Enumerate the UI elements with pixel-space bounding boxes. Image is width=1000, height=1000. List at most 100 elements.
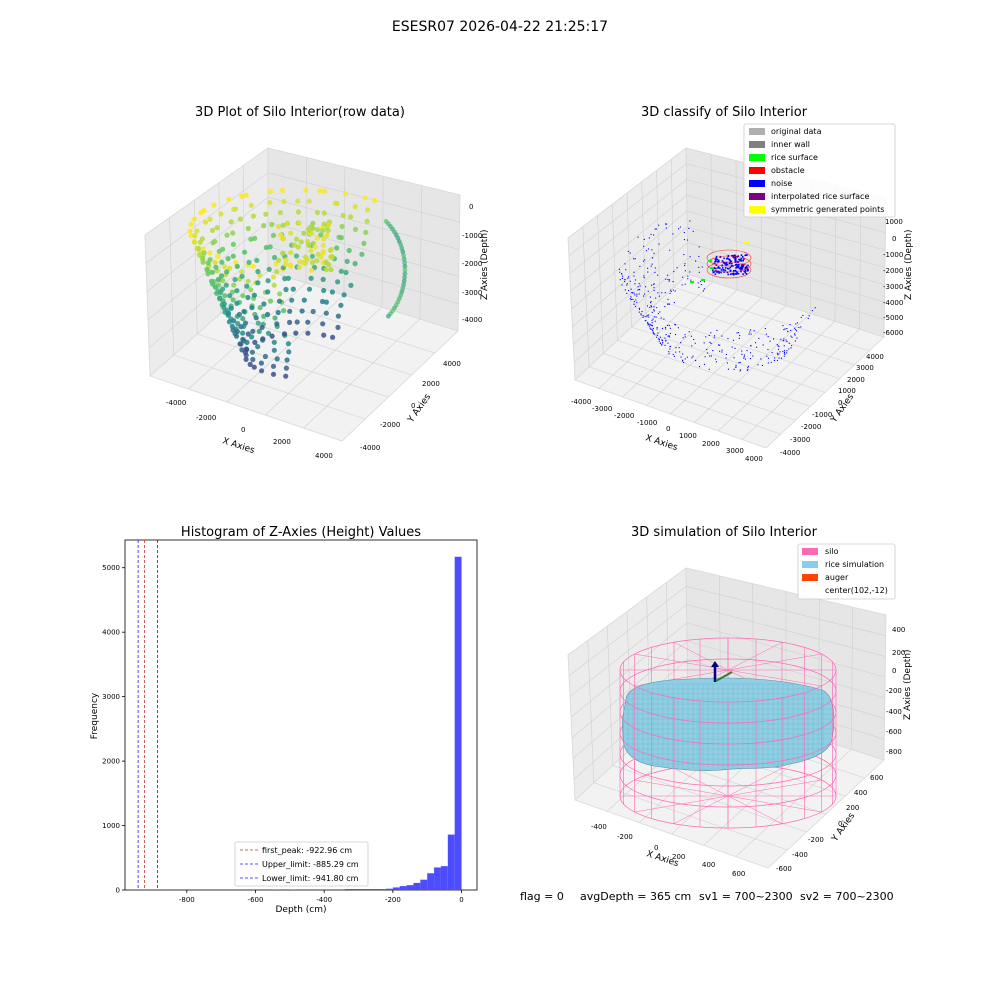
scatter-point bbox=[314, 258, 320, 264]
raw-3d-z-ticks: 0 -1000 -2000 -3000 -4000 bbox=[462, 203, 482, 324]
noise-point bbox=[670, 289, 672, 291]
noise-point bbox=[631, 292, 633, 294]
rice-surface-point bbox=[701, 279, 705, 281]
silo-wireframe-front bbox=[619, 669, 837, 829]
noise-point bbox=[703, 288, 705, 290]
scatter-point bbox=[242, 249, 248, 255]
noise-point bbox=[773, 360, 775, 362]
noise-point bbox=[720, 269, 723, 271]
noise-point bbox=[729, 270, 732, 272]
legend-label-noise: noise bbox=[771, 179, 792, 188]
noise-point bbox=[645, 286, 647, 288]
noise-point bbox=[668, 303, 670, 305]
scatter-point bbox=[306, 242, 312, 248]
noise-point bbox=[747, 368, 749, 370]
simulation-3d-x-tick: -200 bbox=[617, 833, 633, 841]
noise-point bbox=[643, 260, 645, 262]
noise-point bbox=[658, 243, 660, 245]
scatter-point bbox=[284, 357, 290, 363]
noise-point bbox=[713, 267, 715, 269]
noise-point bbox=[649, 327, 651, 329]
noise-point bbox=[734, 254, 736, 257]
noise-point bbox=[670, 290, 672, 292]
scatter-point bbox=[325, 222, 332, 228]
scatter-point bbox=[232, 206, 239, 212]
scatter-point bbox=[243, 192, 249, 198]
noise-point bbox=[619, 279, 621, 281]
noise-point bbox=[731, 262, 733, 265]
noise-point bbox=[794, 340, 796, 342]
simulation-3d-y-label: Y Axies bbox=[830, 811, 858, 844]
classify-3d-z-tick: 1000 bbox=[885, 218, 903, 226]
noise-point bbox=[648, 325, 650, 327]
scatter-point bbox=[330, 334, 336, 340]
noise-point bbox=[734, 261, 737, 263]
noise-point bbox=[740, 258, 743, 260]
noise-point bbox=[796, 330, 798, 332]
noise-point bbox=[739, 266, 742, 269]
noise-point bbox=[646, 316, 648, 318]
silo-bottom-spoke bbox=[727, 768, 783, 797]
noise-point bbox=[734, 257, 736, 259]
noise-point bbox=[679, 351, 681, 353]
scatter-point bbox=[344, 258, 350, 264]
scatter-point bbox=[201, 250, 207, 256]
noise-point bbox=[629, 280, 631, 282]
noise-point bbox=[661, 343, 663, 345]
noise-point bbox=[770, 361, 772, 363]
noise-point bbox=[788, 348, 790, 350]
classify-3d-y-tick: 2000 bbox=[847, 376, 865, 384]
noise-point bbox=[626, 292, 628, 294]
noise-point bbox=[653, 287, 655, 289]
legend-label-center: center(102,-12) bbox=[825, 586, 888, 595]
scatter-point bbox=[274, 356, 280, 362]
scatter-point bbox=[329, 254, 335, 260]
histogram-x-tick: -400 bbox=[316, 896, 332, 904]
noise-point bbox=[684, 283, 686, 285]
noise-point bbox=[736, 266, 738, 269]
noise-point bbox=[796, 322, 798, 324]
noise-point bbox=[674, 290, 676, 292]
scatter-point bbox=[213, 264, 219, 270]
gridline bbox=[243, 165, 245, 293]
scatter-point bbox=[293, 253, 300, 259]
noise-point bbox=[718, 344, 720, 346]
noise-point bbox=[632, 292, 634, 294]
noise-point bbox=[659, 311, 661, 313]
noise-point bbox=[715, 361, 717, 363]
noise-point bbox=[652, 330, 654, 332]
noise-point bbox=[728, 258, 731, 261]
simulation-3d-z-ticks: 400 200 0 -200 -400 -600 -800 bbox=[886, 626, 905, 756]
noise-point bbox=[704, 356, 706, 358]
classify-3d-legend-frame bbox=[743, 123, 896, 218]
noise-point bbox=[669, 292, 671, 294]
noise-point bbox=[707, 352, 709, 354]
noise-point bbox=[655, 228, 657, 230]
noise-point bbox=[646, 314, 648, 316]
noise-point bbox=[628, 290, 630, 292]
simulation-3d-z-tick: -200 bbox=[886, 687, 902, 695]
scatter-point bbox=[305, 319, 311, 325]
silo-top-spoke bbox=[727, 669, 822, 687]
noise-point bbox=[721, 264, 723, 267]
scatter-point bbox=[320, 228, 326, 234]
noise-point bbox=[653, 310, 655, 312]
raw-3d-z-tick: -4000 bbox=[462, 316, 482, 324]
noise-point bbox=[653, 283, 655, 285]
noise-point bbox=[693, 339, 695, 341]
legend-label-lower-limit: Lower_limit: -941.80 cm bbox=[262, 874, 359, 883]
gridline bbox=[686, 194, 886, 251]
scatter-point bbox=[295, 209, 301, 215]
noise-point bbox=[633, 303, 635, 305]
scatter-point bbox=[267, 200, 273, 206]
scatter-point bbox=[335, 313, 341, 319]
noise-point bbox=[769, 340, 771, 342]
classify-3d-z-tick: -1000 bbox=[883, 251, 903, 259]
scatter-point bbox=[217, 296, 223, 302]
classify-3d-gridlines bbox=[568, 154, 886, 440]
noise-point bbox=[648, 323, 650, 325]
noise-point bbox=[632, 298, 634, 300]
noise-point bbox=[653, 234, 655, 236]
scatter-point bbox=[230, 253, 236, 259]
noise-point bbox=[667, 274, 669, 276]
